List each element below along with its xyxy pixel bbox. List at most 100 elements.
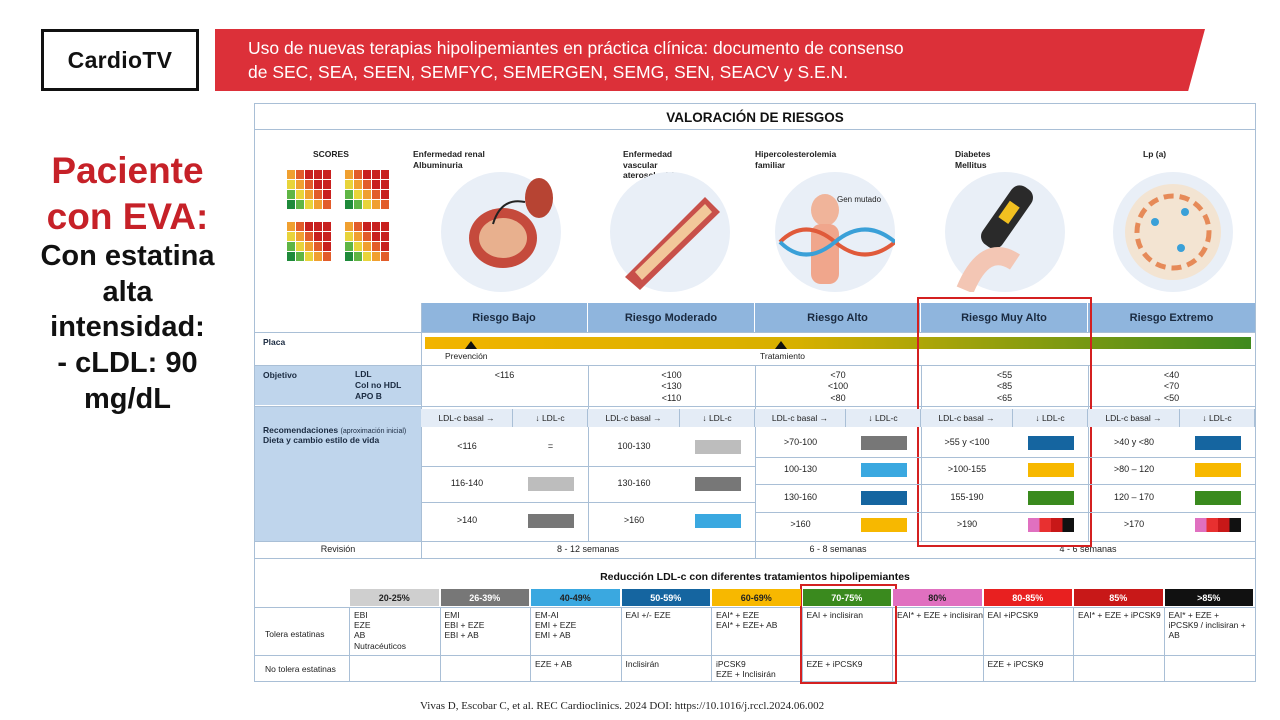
- heatmap-cell: [345, 232, 353, 241]
- tolera-label: Tolera estatinas: [265, 629, 325, 639]
- grid-line: [255, 558, 1255, 559]
- heatmap-cell: [314, 180, 322, 189]
- grid-line: [1088, 366, 1089, 542]
- reduc-swatch-moderado-2: [694, 513, 741, 528]
- placa-label-text: Placa: [263, 337, 286, 347]
- reduc-swatch-muy-alto-1: [1027, 463, 1074, 478]
- objetivo-extremo: <40 <70 <50: [1163, 370, 1180, 403]
- heatmap-cell: [381, 232, 389, 241]
- heatmap-cell: [354, 252, 362, 261]
- risk-header-extremo: Riesgo Extremo: [1088, 303, 1255, 332]
- grid-line: [755, 366, 756, 558]
- risk-header-moderado: Riesgo Moderado: [588, 303, 755, 332]
- basal-extremo-1: >80 – 120: [1113, 464, 1155, 475]
- grid-line: [755, 511, 921, 513]
- case-line-1: Paciente: [51, 150, 204, 191]
- heatmap-cell: [287, 222, 295, 231]
- basal-alto-2: 130-160: [783, 491, 818, 502]
- heatmap-cell: [305, 222, 313, 231]
- grid-line: [921, 456, 1088, 458]
- reduc-swatch-moderado-1: [694, 477, 741, 491]
- heatmap-cell: [323, 232, 331, 241]
- heatmap-cell: [354, 242, 362, 251]
- grid-line: [1163, 607, 1165, 682]
- heatmap-cell: [323, 190, 331, 199]
- grid-line: [349, 607, 350, 682]
- case-line-6: - cLDL: 90: [57, 346, 198, 379]
- pct-9: >85%: [1164, 589, 1253, 606]
- basal-alto-3: >160: [790, 519, 811, 530]
- illus-label-renal: Enfermedad renal Albuminuria: [413, 149, 485, 170]
- heatmap-cell: [314, 200, 322, 209]
- grid-line: [982, 607, 984, 682]
- grid-line: [1073, 607, 1074, 682]
- risk-figure: VALORACIÓN DE RIESGOS SCORES Enfermedad …: [254, 103, 1256, 684]
- heatmap-cell: [323, 200, 331, 209]
- case-line-7: mg/dL: [84, 382, 171, 415]
- reduc-swatch-extremo-1: [1194, 463, 1241, 478]
- notolera-5: EZE + iPCSK9: [806, 659, 863, 669]
- heatmap-cell: [354, 190, 362, 199]
- heatmap-cell: [305, 242, 313, 251]
- reduc-header-moderado: ↓ LDL-c: [680, 409, 755, 427]
- reduc-swatch-alto-0: [860, 435, 907, 450]
- grid-line: [921, 366, 922, 542]
- grid-line: [421, 502, 588, 504]
- pct-2: 40-49%: [531, 589, 620, 606]
- revision-4-6: 4 - 6 semanas: [1059, 544, 1117, 554]
- figure-title: VALORACIÓN DE RIESGOS: [255, 106, 1255, 130]
- pct-4: 60-69%: [712, 589, 801, 606]
- placa-label: Placa: [255, 333, 421, 363]
- risk-header-alto: Riesgo Alto: [755, 303, 921, 332]
- grid-line: [255, 655, 1255, 656]
- reduc-swatch-muy-alto-2: [1027, 490, 1074, 505]
- banner-line-2: de SEC, SEA, SEEN, SEMFYC, SEMERGEN, SEM…: [248, 62, 849, 82]
- case-line-4: alta: [102, 275, 153, 308]
- basal-alto-1: 100-130: [783, 464, 818, 475]
- basal-header-extremo: LDL-c basal →: [1088, 409, 1180, 427]
- basal-extremo-3: >170: [1123, 519, 1145, 530]
- basal-bajo-2: >140: [456, 514, 478, 525]
- heatmap-cell: [296, 180, 304, 189]
- pct-6: 80%: [893, 589, 982, 606]
- tolera-9: EAI* + EZE + iPCSK9 / inclisiran + AB: [1168, 610, 1246, 641]
- tolera-2: EM-AI EMI + EZE EMI + AB: [535, 610, 577, 641]
- reduc-header-muy-alto: ↓ LDL-c: [1013, 409, 1088, 427]
- risk-header-bajo: Riesgo Bajo: [421, 303, 588, 332]
- heatmap-cell: [296, 222, 304, 231]
- objetivo-ldl: LDL: [355, 369, 372, 379]
- recomendaciones-dieta: Dieta y cambio estilo de vida: [263, 435, 380, 445]
- tolera-8: EAI* + EZE + iPCSK9: [1078, 610, 1161, 620]
- objetivo-label: Objetivo: [255, 366, 421, 405]
- brand-name: CardioTV: [67, 46, 173, 73]
- plaque-gradient-bar: [425, 337, 1251, 349]
- grid-line: [755, 484, 921, 485]
- heatmap-cell: [354, 200, 362, 209]
- grid-line: [439, 607, 441, 682]
- recomendaciones-title: Recomendaciones: [263, 425, 339, 435]
- case-line-5: intensidad:: [50, 311, 205, 344]
- heatmap-cell: [296, 252, 304, 261]
- reduc-swatch-bajo-1: [527, 477, 574, 491]
- notolera-7: EZE + iPCSK9: [987, 659, 1044, 669]
- heatmap-cell: [305, 170, 313, 179]
- objetivo-alto: <70 <100 <80: [827, 370, 849, 403]
- heatmap-cell: [345, 170, 353, 179]
- objetivo-title: Objetivo: [263, 370, 298, 380]
- basal-extremo-0: >40 y <80: [1113, 436, 1155, 447]
- reduc-swatch-muy-alto-3: [1027, 518, 1074, 533]
- heatmap-cell: [354, 222, 362, 231]
- grid-line: [255, 365, 1255, 366]
- objetivo-bajo: <116: [494, 370, 515, 380]
- heatmap-cell: [323, 252, 331, 261]
- heatmap-cell: [345, 252, 353, 261]
- heatmap-cell: [354, 180, 362, 189]
- artery-illustration-icon: [610, 172, 730, 292]
- prevencion-label: Prevención: [445, 351, 488, 361]
- reduc-swatch-extremo-2: [1194, 490, 1241, 505]
- grid-line: [801, 607, 803, 682]
- tolera-1: EMI EBI + EZE EBI + AB: [444, 610, 485, 641]
- heatmap-cell: [381, 200, 389, 209]
- grid-line: [892, 607, 893, 682]
- heatmap-cell: [323, 242, 331, 251]
